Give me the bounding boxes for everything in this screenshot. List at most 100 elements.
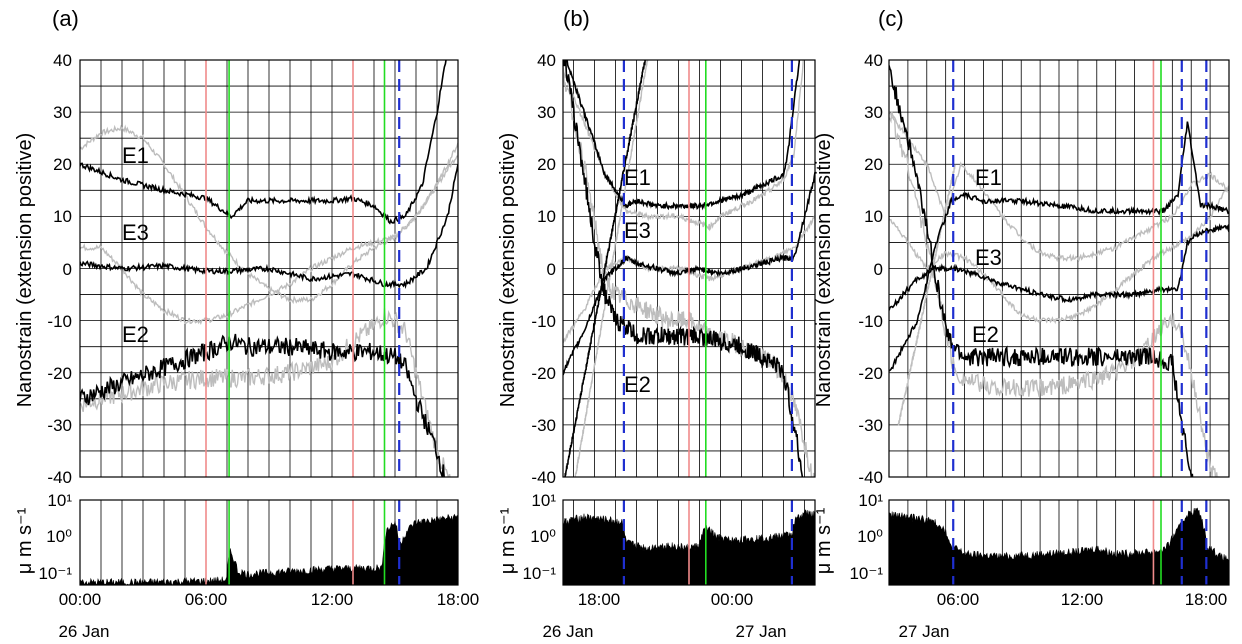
tick-label: 0 [547,260,556,279]
tick-label: -30 [858,416,883,435]
strain-plot-frame [888,59,1230,478]
series-line-e1-gray [563,60,804,232]
panel-b-label: (b) [563,6,590,31]
strain-series-group [80,60,458,477]
tick-label: 30 [537,103,556,122]
tick-label: 20 [53,155,72,174]
velocity-plot-frame [888,499,1230,586]
strain-series-group [563,60,815,477]
velocity-plot-frame [79,499,459,586]
panel-b-ylabel-strain: Nanostrain (extension positive) [497,133,519,408]
panel-a-strain-plot [79,59,459,478]
panel-c-xticks: 06:00 12:00 18:00 27 Jan [898,590,1227,641]
tick-label: 18:00 [1185,590,1228,609]
date-label: 26 Jan [58,622,109,641]
panel-c-velocity-plot [888,499,1230,586]
date-label: 27 Jan [735,622,786,641]
velocity-plot-frame [562,499,816,586]
date-label: 26 Jan [542,622,593,641]
series-line-e2 [563,60,804,477]
tick-label: 20 [864,155,883,174]
strain-series-group [889,60,1229,477]
series-line-e3-gray [889,186,1229,325]
panel-c-label: (c) [878,6,904,31]
tick-label: 10⁻¹ [522,564,556,583]
series-label-e1: E1 [624,165,651,190]
tick-label: -40 [47,468,72,487]
tick-label: -40 [531,468,556,487]
panel-b-velocity-plot [562,499,816,586]
tick-label: 30 [864,103,883,122]
tick-label: 10¹ [47,491,72,510]
panel-a-yticks: 40 30 20 10 0 -10 -20 -30 -40 10¹ 10⁰ 10… [38,51,72,583]
tick-label: 06:00 [937,590,980,609]
tick-label: -10 [531,312,556,331]
panel-b-xticks: 18:00 00:00 26 Jan 27 Jan [542,590,786,641]
series-label-e3: E3 [975,245,1002,270]
tick-label: 12:00 [1061,590,1104,609]
series-line-cross-1 [564,60,647,477]
tick-label: 10⁰ [46,527,72,546]
panel-c-yticks: 40 30 20 10 0 -10 -20 -30 -40 10¹ 10⁰ 10… [849,51,883,583]
velocity-area [80,513,458,585]
strain-plot-frame [79,59,459,478]
tick-label: 10⁻¹ [849,564,883,583]
tick-label: -20 [858,364,883,383]
series-label-e2: E2 [122,322,149,347]
tick-label: 10 [537,207,556,226]
tick-label: 10 [53,207,72,226]
panel-a-ylabel-velocity: μ m s⁻¹ [14,507,36,574]
series-line-e1 [565,60,801,211]
panel-c-ylabel-strain: Nanostrain (extension positive) [813,133,835,408]
tick-label: -20 [47,364,72,383]
panel-b-strain-plot [562,59,816,478]
tick-label: 10 [864,207,883,226]
series-line-e1 [80,60,447,225]
tick-label: -40 [858,468,883,487]
panel-a: (a) Nanostrain (extension positive) μ m … [14,6,479,641]
series-line-e2 [80,333,445,477]
tick-label: 06:00 [185,590,228,609]
tick-label: 40 [864,51,883,70]
series-label-e1: E1 [122,143,149,168]
panel-a-curve-labels: E1 E3 E2 [122,143,149,347]
tick-label: -10 [858,312,883,331]
series-line-cross-2 [574,60,649,477]
tick-label: 40 [53,51,72,70]
panel-b: (b) Nanostrain (extension positive) μ m … [497,6,816,641]
series-label-e1: E1 [975,165,1002,190]
tick-label: 00:00 [711,590,754,609]
panel-a-ylabel-strain: Nanostrain (extension positive) [14,133,36,408]
tick-label: 10⁰ [857,527,883,546]
tick-label: 18:00 [578,590,621,609]
tick-label: 40 [537,51,556,70]
date-label: 27 Jan [898,622,949,641]
tick-label: 0 [63,260,72,279]
series-line-e3 [889,223,1229,311]
panel-c-strain-plot [888,59,1230,478]
panel-a-xticks: 00:00 06:00 12:00 18:00 26 Jan [58,590,479,641]
series-label-e3: E3 [122,220,149,245]
series-label-e2: E2 [972,322,999,347]
tick-label: 10¹ [858,491,883,510]
series-line-e2-gray [80,308,451,477]
panel-c-ylabel-velocity: μ m s⁻¹ [813,507,835,574]
tick-label: 0 [874,260,883,279]
series-label-e2: E2 [624,372,651,397]
series-line-e1 [889,121,1229,372]
tick-label: 10⁰ [530,527,556,546]
tick-label: -30 [531,416,556,435]
velocity-series-group [563,500,815,585]
velocity-series-group [889,500,1229,585]
tick-label: -30 [47,416,72,435]
tick-label: 18:00 [437,590,480,609]
panel-b-yticks: 40 30 20 10 0 -10 -20 -30 -40 10¹ 10⁰ 10… [522,51,556,583]
panel-c-strain-grid [888,59,1230,585]
series-line-e3 [80,163,458,290]
tick-label: 12:00 [311,590,354,609]
tick-label: 10¹ [531,491,556,510]
panel-a-velocity-plot [79,499,459,586]
panel-c-curve-labels: E1 E3 E2 [972,165,1002,347]
series-label-e3: E3 [624,218,651,243]
